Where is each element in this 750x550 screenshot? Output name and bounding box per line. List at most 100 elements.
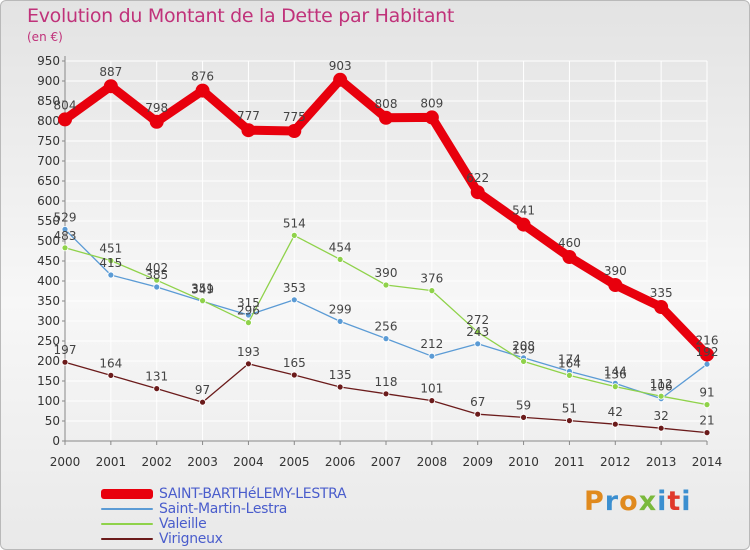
data-point	[703, 360, 711, 368]
y-tick-label: 400	[37, 274, 60, 288]
data-label: 59	[516, 398, 531, 412]
logo-letter: i	[657, 486, 668, 517]
proxiti-logo: Proxiti	[584, 486, 692, 517]
data-point	[290, 296, 298, 304]
chart-title: Evolution du Montant de la Dette par Hab…	[27, 5, 455, 27]
data-label: 451	[99, 242, 122, 256]
x-tick-label: 2000	[50, 455, 81, 469]
data-label: 212	[420, 337, 443, 351]
data-label: 112	[650, 377, 673, 391]
x-tick-label: 2007	[371, 455, 402, 469]
logo-letter: t	[667, 486, 682, 517]
data-point	[245, 311, 252, 319]
legend-swatch	[101, 522, 153, 525]
data-label: 299	[329, 302, 352, 316]
legend-swatch	[101, 507, 153, 510]
data-label: 42	[608, 405, 623, 419]
legend-item-virigneux: Virigneux	[101, 531, 346, 547]
x-tick-label: 2013	[646, 455, 677, 469]
data-label: 51	[562, 402, 577, 416]
data-point	[61, 244, 69, 252]
logo-letter: P	[584, 486, 605, 517]
data-point	[290, 231, 298, 239]
data-point	[107, 257, 115, 265]
logo-letter: o	[619, 486, 639, 517]
y-tick-label: 100	[37, 394, 60, 408]
y-tick-label: 150	[37, 374, 60, 388]
data-label: 808	[375, 97, 398, 111]
data-label: 483	[54, 229, 77, 243]
data-point	[153, 385, 161, 393]
x-tick-label: 2011	[554, 455, 585, 469]
data-point	[520, 357, 527, 365]
legend-item-saint-martin-lestra: Saint-Martin-Lestra	[101, 501, 346, 517]
data-point	[379, 110, 393, 125]
data-point	[657, 424, 665, 432]
data-point	[611, 420, 619, 428]
data-label: 335	[650, 286, 673, 300]
data-label: 351	[191, 282, 214, 296]
data-point	[290, 371, 298, 379]
data-point	[61, 358, 69, 366]
x-tick-label: 2008	[417, 455, 448, 469]
data-label: 390	[604, 264, 627, 278]
data-point	[474, 410, 482, 418]
data-label: 775	[283, 110, 306, 124]
data-label: 106	[650, 380, 673, 394]
chart-subtitle: (en €)	[27, 30, 63, 44]
data-label: 415	[99, 256, 122, 270]
data-point	[382, 281, 390, 289]
data-point	[562, 250, 577, 264]
data-label: 199	[512, 342, 535, 356]
data-label: 197	[54, 343, 77, 357]
x-tick-label: 2004	[233, 455, 264, 469]
data-point	[654, 300, 669, 314]
data-point	[245, 360, 252, 368]
data-point	[195, 83, 210, 98]
data-label: 144	[604, 364, 627, 378]
legend: SAINT-BARTHéLEMY-LESTRA Saint-Martin-Les…	[101, 486, 347, 547]
data-label: 192	[696, 345, 719, 359]
data-point	[516, 217, 531, 232]
data-point	[103, 79, 118, 94]
data-point	[700, 347, 714, 362]
y-tick-label: 650	[37, 174, 60, 188]
data-label: 256	[375, 320, 398, 334]
data-label: 385	[145, 268, 168, 282]
data-label: 174	[558, 352, 581, 366]
data-label: 32	[654, 409, 669, 423]
data-label: 887	[99, 65, 122, 79]
data-label: 216	[696, 334, 719, 348]
data-label: 777	[237, 109, 260, 123]
data-point	[61, 225, 69, 233]
data-point	[245, 319, 252, 327]
data-point	[566, 371, 573, 379]
y-tick-label: 850	[37, 94, 60, 108]
data-point	[107, 271, 115, 279]
y-tick-label: 700	[37, 154, 60, 168]
y-tick-label: 50	[45, 414, 60, 428]
data-label: 164	[99, 356, 122, 370]
data-point	[199, 297, 206, 305]
data-label: 903	[329, 59, 352, 73]
data-point	[287, 124, 302, 138]
data-label: 91	[699, 386, 714, 400]
data-point	[428, 287, 436, 295]
x-tick-label: 2012	[600, 455, 631, 469]
x-tick-label: 2014	[692, 455, 723, 469]
data-label: 208	[512, 339, 535, 353]
data-point	[657, 392, 665, 400]
y-tick-label: 550	[37, 214, 60, 228]
y-tick-label: 500	[37, 234, 60, 248]
data-label: 315	[237, 296, 260, 310]
logo-letter: i	[681, 486, 692, 517]
data-point	[424, 110, 439, 125]
legend-swatch	[101, 488, 153, 499]
data-label: 809	[420, 96, 443, 110]
data-label: 243	[466, 325, 489, 339]
data-point	[703, 401, 711, 409]
data-point	[153, 283, 161, 291]
data-point	[153, 276, 161, 284]
data-point	[703, 429, 711, 437]
